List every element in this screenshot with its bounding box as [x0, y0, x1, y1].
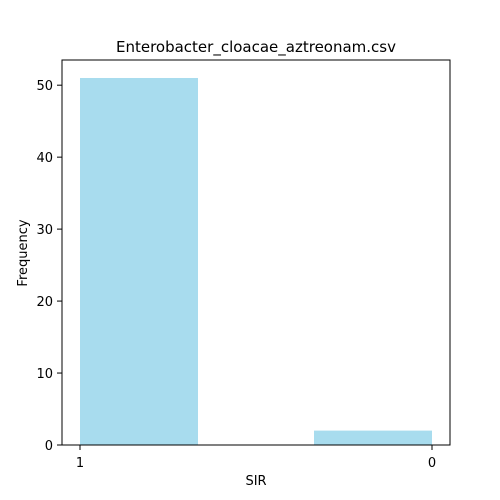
- x-tick-label: 1: [76, 456, 84, 471]
- plot-frame: [61, 59, 451, 446]
- bar-group: [80, 77, 432, 445]
- bar-1: [80, 77, 198, 445]
- y-axis-label: Frequency: [16, 219, 31, 286]
- y-tick-label: 50: [36, 79, 53, 94]
- y-tick-label: 0: [45, 439, 53, 454]
- y-axis: 0 10 20 30 40 50: [36, 79, 62, 454]
- bar-0: [314, 430, 432, 445]
- y-tick-label: 10: [36, 367, 53, 382]
- chart-title: Enterobacter_cloacae_aztreonam.csv: [116, 38, 396, 57]
- x-tick-label: 0: [428, 456, 436, 471]
- x-axis-label: SIR: [245, 474, 266, 489]
- y-tick-label: 20: [36, 295, 53, 310]
- y-tick-label: 30: [36, 223, 53, 238]
- y-tick-label: 40: [36, 151, 53, 166]
